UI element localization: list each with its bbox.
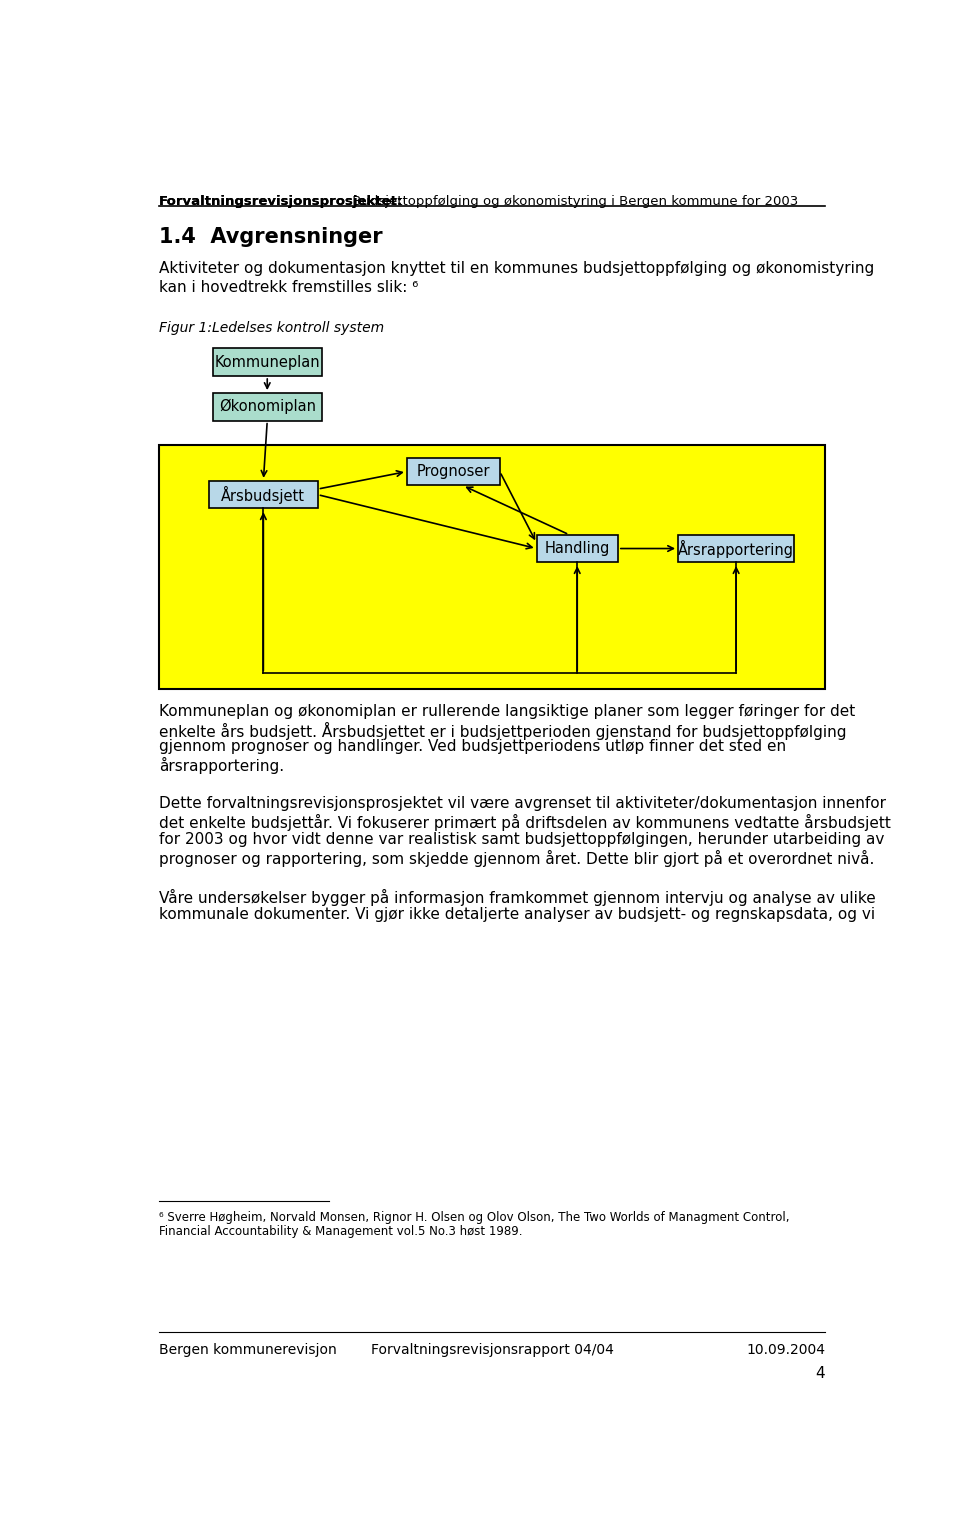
Text: årsrapportering.: årsrapportering. (158, 757, 284, 774)
Text: 1.4  Avgrensninger: 1.4 Avgrensninger (158, 227, 382, 247)
Text: prognoser og rapportering, som skjedde gjennom året. Dette blir gjort på et over: prognoser og rapportering, som skjedde g… (158, 849, 875, 866)
Text: det enkelte budsjettår. Vi fokuserer primært på driftsdelen av kommunens vedtatt: det enkelte budsjettår. Vi fokuserer pri… (158, 814, 891, 831)
Text: kan i hovedtrekk fremstilles slik: ⁶: kan i hovedtrekk fremstilles slik: ⁶ (158, 280, 418, 295)
Text: Økonomiplan: Økonomiplan (219, 399, 316, 415)
Bar (209, 481, 318, 508)
Text: Budsjettoppfølging og økonomistyring i Bergen kommune for 2003: Budsjettoppfølging og økonomistyring i B… (348, 195, 799, 207)
Text: 10.09.2004: 10.09.2004 (746, 1342, 826, 1358)
Bar (213, 393, 322, 421)
Text: Forvaltningsrevisjonsprosjektet:: Forvaltningsrevisjonsprosjektet: (158, 195, 403, 207)
Bar (213, 349, 322, 376)
Text: Årsbudsjett: Årsbudsjett (222, 485, 305, 504)
Text: Figur 1:Ledelses kontroll system: Figur 1:Ledelses kontroll system (158, 321, 384, 335)
Text: Kommuneplan og økonomiplan er rullerende langsiktige planer som legger føringer : Kommuneplan og økonomiplan er rullerende… (158, 703, 855, 719)
Text: Forvaltningsrevisjonsrapport 04/04: Forvaltningsrevisjonsrapport 04/04 (371, 1342, 613, 1358)
Text: kommunale dokumenter. Vi gjør ikke detaljerte analyser av budsjett- og regnskaps: kommunale dokumenter. Vi gjør ikke detal… (158, 906, 875, 922)
Text: Financial Accountability & Management vol.5 No.3 høst 1989.: Financial Accountability & Management vo… (158, 1226, 522, 1238)
Text: Aktiviteter og dokumentasjon knyttet til en kommunes budsjettoppfølging og økono: Aktiviteter og dokumentasjon knyttet til… (158, 261, 874, 276)
Text: for 2003 og hvor vidt denne var realistisk samt budsjettoppfølgingen, herunder u: for 2003 og hvor vidt denne var realisti… (158, 833, 884, 846)
Text: Bergen kommunerevisjon: Bergen kommunerevisjon (158, 1342, 337, 1358)
Text: 4: 4 (816, 1366, 826, 1381)
Bar (678, 535, 794, 562)
Text: Forvaltningsrevisjonsprosjektet:: Forvaltningsrevisjonsprosjektet: (158, 195, 403, 207)
Text: Årsrapportering: Årsrapportering (678, 539, 794, 558)
Text: Dette forvaltningsrevisjonsprosjektet vil være avgrenset til aktiviteter/dokumen: Dette forvaltningsrevisjonsprosjektet vi… (158, 797, 886, 811)
Text: Kommuneplan: Kommuneplan (214, 355, 320, 370)
Text: gjennom prognoser og handlinger. Ved budsjettperiodens utløp finner det sted en: gjennom prognoser og handlinger. Ved bud… (158, 739, 786, 754)
Bar (537, 535, 618, 562)
Text: ⁶ Sverre Høgheim, Norvald Monsen, Rignor H. Olsen og Olov Olson, The Two Worlds : ⁶ Sverre Høgheim, Norvald Monsen, Rignor… (158, 1212, 789, 1224)
Text: enkelte års budsjett. Årsbudsjettet er i budsjettperioden gjenstand for budsjett: enkelte års budsjett. Årsbudsjettet er i… (158, 722, 847, 740)
Bar (158, 444, 826, 688)
Bar (407, 458, 500, 485)
Text: Prognoser: Prognoser (417, 464, 490, 479)
Text: Våre undersøkelser bygger på informasjon framkommet gjennom intervju og analyse : Våre undersøkelser bygger på informasjon… (158, 889, 876, 906)
Text: Handling: Handling (544, 541, 610, 556)
